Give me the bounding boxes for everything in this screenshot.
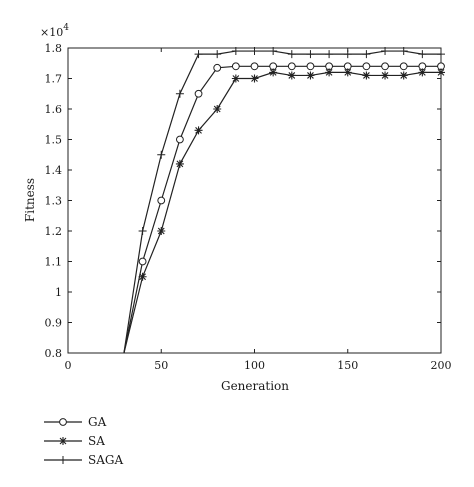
- data-point-sa: [287, 71, 296, 80]
- legend-label-saga: SAGA: [88, 453, 123, 467]
- data-point-sa: [437, 68, 445, 77]
- x-tick-label: 150: [337, 359, 358, 372]
- data-point-saga: [343, 50, 352, 59]
- series-line-saga: [123, 50, 441, 354]
- y-tick-label: 1.4: [45, 164, 63, 177]
- data-point-sa: [399, 71, 408, 80]
- data-point-sa: [306, 71, 315, 80]
- legend-label-sa: SA: [88, 434, 105, 448]
- data-point-saga: [194, 50, 203, 59]
- data-point-ga: [362, 62, 371, 71]
- data-point-saga: [287, 50, 296, 59]
- data-point-ga: [381, 62, 389, 71]
- ticks: 0 50 100 150 200 0.8 0.9 1 1.1 1.2 1.3 1.4 1.5 1.6 1.7…: [45, 42, 452, 372]
- legend-marker-saga: [59, 456, 67, 464]
- y-tick-label: 1.8: [45, 42, 63, 55]
- data-point-sa: [362, 71, 371, 80]
- y-tick-label: 0.9: [45, 317, 63, 330]
- data-point-sa: [343, 68, 352, 77]
- axes: [67, 47, 442, 354]
- y-multiplier-label: ×104: [40, 23, 69, 39]
- legend-marker-ga: [59, 418, 67, 426]
- data-point-ga: [287, 62, 296, 71]
- data-point-sa: [250, 74, 259, 83]
- y-tick-label: 1: [55, 286, 62, 299]
- series-sa: [123, 68, 445, 354]
- data-point-ga: [306, 62, 315, 71]
- plot-frame: [67, 47, 442, 354]
- data-point-ga: [213, 63, 222, 72]
- data-point-ga: [399, 62, 408, 71]
- series-saga: [123, 47, 445, 354]
- series-lines: [123, 47, 445, 354]
- data-point-saga: [306, 50, 315, 59]
- data-point-saga: [381, 47, 390, 56]
- legend-label-ga: GA: [88, 415, 107, 429]
- x-tick-label: 50: [154, 359, 168, 372]
- y-tick-label: 1.5: [45, 134, 63, 147]
- y-tick-label: 1.2: [45, 225, 63, 238]
- data-point-sa: [381, 71, 390, 80]
- data-point-saga: [418, 50, 427, 59]
- data-point-saga: [250, 47, 259, 56]
- data-point-ga: [194, 89, 203, 98]
- data-point-sa: [231, 74, 240, 83]
- data-point-saga: [138, 227, 147, 235]
- data-point-saga: [213, 50, 222, 59]
- data-point-sa: [325, 68, 334, 77]
- data-point-sa: [175, 159, 184, 168]
- data-point-saga: [437, 50, 445, 59]
- data-point-saga: [157, 150, 166, 159]
- y-tick-label: 1.7: [45, 73, 63, 86]
- x-axis-label: Generation: [221, 379, 289, 393]
- data-point-saga: [175, 89, 184, 98]
- data-point-ga: [250, 62, 259, 71]
- y-axis-label: Fitness: [23, 178, 37, 222]
- data-point-sa: [213, 105, 222, 113]
- y-tick-label: 0.8: [45, 347, 63, 360]
- data-point-sa: [269, 68, 278, 77]
- x-tick-label: 200: [431, 359, 452, 372]
- data-point-saga: [269, 47, 278, 56]
- data-point-ga: [176, 135, 184, 144]
- y-tick-label: 1.1: [45, 256, 63, 269]
- x-tick-label: 100: [244, 359, 265, 372]
- data-point-sa: [157, 227, 166, 235]
- legend-marker-sa: [59, 437, 67, 445]
- series-line-ga: [123, 65, 441, 354]
- data-point-sa: [418, 68, 427, 77]
- data-point-saga: [231, 47, 240, 56]
- data-point-saga: [362, 50, 371, 59]
- x-tick-label: 0: [65, 359, 72, 372]
- y-tick-label: 1.3: [45, 195, 63, 208]
- data-point-ga: [138, 257, 147, 266]
- data-point-saga: [399, 47, 408, 56]
- data-point-sa: [138, 272, 147, 281]
- series-line-sa: [123, 71, 441, 354]
- legend: GA SA SAGA: [44, 415, 123, 467]
- y-tick-label: 1.6: [45, 103, 63, 116]
- data-point-ga: [157, 196, 166, 205]
- data-point-saga: [325, 50, 334, 59]
- data-point-ga: [231, 62, 240, 71]
- data-point-sa: [194, 126, 203, 135]
- series-ga: [123, 62, 445, 354]
